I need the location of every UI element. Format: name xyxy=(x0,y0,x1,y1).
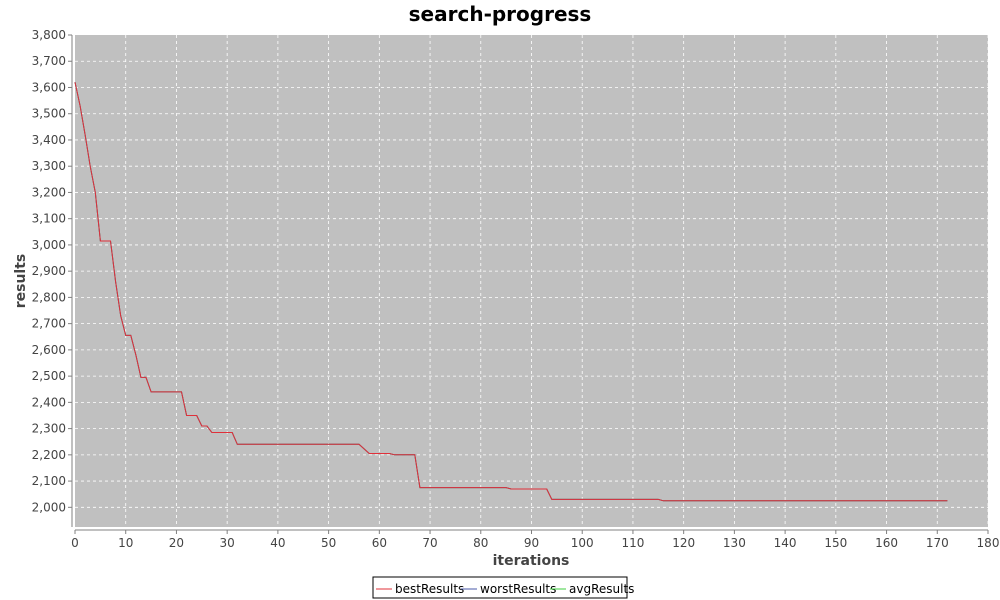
legend-box xyxy=(372,576,628,599)
x-tick-label: 120 xyxy=(672,536,695,550)
y-tick-label: 2,000 xyxy=(32,500,66,514)
y-tick-label: 3,300 xyxy=(32,159,66,173)
x-tick-label: 40 xyxy=(270,536,285,550)
x-tick-label: 140 xyxy=(774,536,797,550)
y-tick-label: 2,500 xyxy=(32,369,66,383)
x-tick-label: 50 xyxy=(321,536,336,550)
y-axis-label: results xyxy=(13,254,29,309)
y-tick-label: 2,300 xyxy=(32,422,66,436)
x-tick-label: 70 xyxy=(422,536,437,550)
x-tick-label: 60 xyxy=(372,536,387,550)
legend-label: avgResults xyxy=(569,582,634,596)
x-tick-label: 10 xyxy=(118,536,133,550)
x-tick-label: 90 xyxy=(524,536,539,550)
y-tick-label: 3,400 xyxy=(32,133,66,147)
x-tick-label: 130 xyxy=(723,536,746,550)
x-tick-label: 0 xyxy=(71,536,79,550)
legend: bestResults worstResults avgResults xyxy=(372,576,634,599)
y-axis-ticks: 2,000 2,100 2,200 2,300 2,400 2,500 2,600 2,700… xyxy=(32,28,72,514)
y-tick-label: 3,700 xyxy=(32,54,66,68)
chart-title: search-progress xyxy=(409,2,592,26)
y-tick-label: 2,400 xyxy=(32,395,66,409)
y-tick-label: 3,200 xyxy=(32,185,66,199)
x-tick-label: 30 xyxy=(220,536,235,550)
x-tick-label: 180 xyxy=(977,536,1000,550)
x-tick-label: 100 xyxy=(571,536,594,550)
y-tick-label: 3,800 xyxy=(32,28,66,42)
series-lines xyxy=(74,82,948,502)
x-tick-label: 150 xyxy=(824,536,847,550)
x-tick-label: 160 xyxy=(875,536,898,550)
y-tick-label: 3,600 xyxy=(32,80,66,94)
y-tick-label: 2,800 xyxy=(32,290,66,304)
y-tick-label: 3,100 xyxy=(32,212,66,226)
y-tick-label: 3,000 xyxy=(32,238,66,252)
x-tick-label: 20 xyxy=(169,536,184,550)
y-tick-label: 2,200 xyxy=(32,448,66,462)
y-tick-label: 2,600 xyxy=(32,343,66,357)
y-tick-label: 2,900 xyxy=(32,264,66,278)
x-tick-label: 80 xyxy=(473,536,488,550)
grid-lines xyxy=(75,35,989,527)
x-tick-label: 110 xyxy=(621,536,644,550)
x-tick-label: 170 xyxy=(926,536,949,550)
y-tick-label: 2,100 xyxy=(32,474,66,488)
legend-label: bestResults xyxy=(395,582,464,596)
y-tick-label: 2,700 xyxy=(32,317,66,331)
y-tick-label: 3,500 xyxy=(32,107,66,121)
x-axis-label: iterations xyxy=(493,553,570,569)
x-axis-ticks: 0 10 20 30 40 50 60 70 80 90 100 110 120 130 140 150 160… xyxy=(71,530,999,550)
legend-label: worstResults xyxy=(480,582,556,596)
series-line-bestResults xyxy=(74,82,948,502)
